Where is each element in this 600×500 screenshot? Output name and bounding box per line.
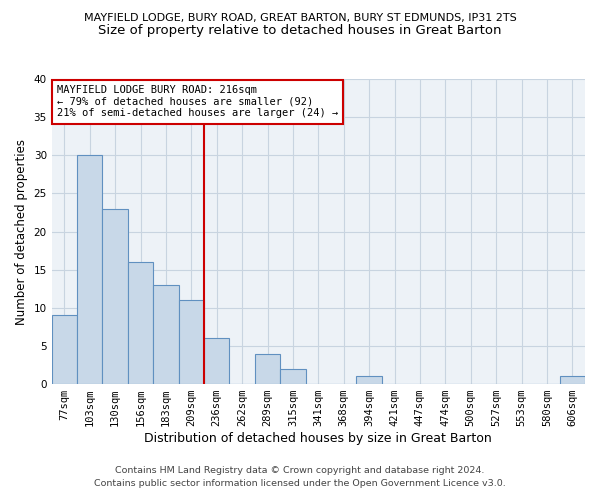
Bar [560, 376, 585, 384]
Bar [103, 208, 128, 384]
Bar [179, 300, 204, 384]
Bar [280, 369, 305, 384]
Text: Contains HM Land Registry data © Crown copyright and database right 2024.
Contai: Contains HM Land Registry data © Crown c… [94, 466, 506, 487]
X-axis label: Distribution of detached houses by size in Great Barton: Distribution of detached houses by size … [145, 432, 492, 445]
Bar [255, 354, 280, 384]
Bar [77, 156, 103, 384]
Bar [153, 285, 179, 384]
Bar [204, 338, 229, 384]
Bar [356, 376, 382, 384]
Text: MAYFIELD LODGE BURY ROAD: 216sqm
← 79% of detached houses are smaller (92)
21% o: MAYFIELD LODGE BURY ROAD: 216sqm ← 79% o… [57, 85, 338, 118]
Y-axis label: Number of detached properties: Number of detached properties [15, 138, 28, 324]
Bar [52, 316, 77, 384]
Bar [128, 262, 153, 384]
Text: MAYFIELD LODGE, BURY ROAD, GREAT BARTON, BURY ST EDMUNDS, IP31 2TS: MAYFIELD LODGE, BURY ROAD, GREAT BARTON,… [83, 12, 517, 22]
Text: Size of property relative to detached houses in Great Barton: Size of property relative to detached ho… [98, 24, 502, 37]
